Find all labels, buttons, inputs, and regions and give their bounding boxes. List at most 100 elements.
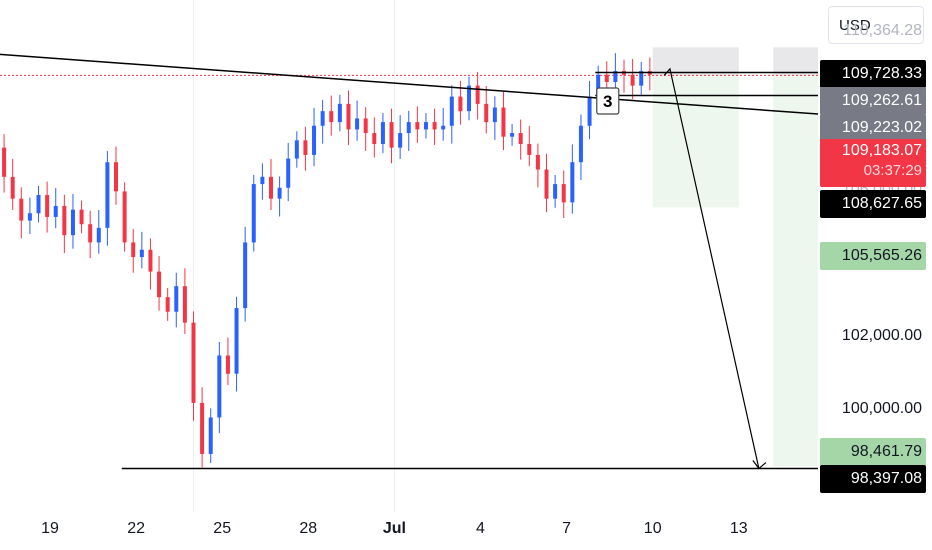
candle-body [2, 147, 7, 177]
annotation-label: 3 [603, 92, 612, 111]
time-tick-label: 19 [41, 520, 59, 537]
currency-label: USD [839, 17, 871, 34]
time-tick-label: 4 [476, 520, 485, 537]
candle-body [88, 224, 93, 243]
candle-body [10, 176, 15, 199]
badge-high: 109,728.33 [820, 60, 926, 88]
candle-body [225, 355, 230, 374]
badge-take-profit: 105,565.26 [820, 242, 926, 270]
candle-body [70, 209, 75, 236]
badge-trendline: 108,627.65 [820, 190, 926, 218]
candle-body [286, 158, 291, 188]
price-axis[interactable]: USD 110,364.28106,000.00104,000.00102,00… [818, 0, 932, 512]
candle-body [27, 213, 32, 221]
candle-body [277, 187, 282, 199]
candle-body [535, 154, 540, 170]
badge-support-text: 98,397.08 [850, 470, 922, 487]
badge-target-top: 109,262.61 [820, 87, 926, 115]
candle-body [604, 74, 609, 82]
candle-body [157, 271, 162, 298]
candle-body [372, 133, 377, 144]
badge-target-low: 98,461.79 [820, 438, 926, 466]
candle-body [114, 162, 119, 192]
price-tick-label: 102,000.00 [841, 327, 922, 345]
candle-body [544, 169, 549, 199]
candle-body [527, 143, 532, 155]
candle-body [122, 191, 127, 243]
time-tick-label: 7 [562, 520, 572, 537]
candle-body [105, 162, 110, 228]
candle-body [553, 184, 558, 199]
candle-body [268, 176, 273, 199]
candle-body [630, 74, 635, 86]
candle-body [639, 71, 644, 86]
time-tick-label: 10 [643, 520, 662, 537]
price-chart[interactable]: 3 [0, 0, 818, 512]
candle-body [208, 417, 213, 454]
candle-body [131, 242, 136, 258]
candle-body [139, 249, 144, 258]
candle-body [578, 125, 583, 163]
candle-body [36, 195, 41, 214]
candle-body [294, 140, 299, 159]
badge-target-top-text: 109,262.61 [841, 92, 922, 109]
candle-body [467, 85, 472, 112]
candle-body [251, 184, 256, 243]
candle-body [570, 162, 575, 203]
badge-target-mid-text: 109,223.02 [841, 119, 922, 136]
candle-body [561, 184, 566, 203]
badge-last-price-text: 109,183.07 [841, 142, 922, 159]
price-tick-label: 110,364.28 [843, 22, 922, 40]
candle-body [79, 209, 84, 225]
badge-trendline-text: 108,627.65 [841, 195, 922, 212]
candle-body [423, 122, 428, 130]
candle-body [363, 118, 368, 134]
candle-body [329, 111, 334, 123]
candle-body [492, 107, 497, 123]
candle-body [243, 242, 248, 309]
annotation-box [596, 87, 620, 115]
candle-body [337, 103, 342, 123]
badge-high-text: 109,728.33 [841, 65, 922, 82]
projection-arrowhead [752, 460, 767, 470]
badge-take-profit-text: 105,565.26 [841, 247, 922, 264]
candle-body [587, 96, 592, 126]
candle-body [398, 133, 403, 148]
badge-target-mid: 109,223.02 [820, 114, 926, 142]
candle-body [389, 122, 394, 148]
candle-body [596, 74, 601, 97]
projection-path [663, 67, 760, 469]
time-tick-label: 25 [213, 520, 232, 537]
candle-body [303, 140, 308, 155]
candle-body [148, 249, 153, 272]
candle-body [346, 103, 351, 130]
profit-zone-2 [773, 75, 818, 467]
candle-body [217, 355, 222, 418]
short-zone-2 [773, 47, 818, 76]
candle-body [458, 96, 463, 112]
candle-body [53, 205, 58, 217]
candle-body [441, 125, 446, 130]
candle-body [510, 133, 515, 137]
candle-body [320, 111, 325, 126]
candle-body [45, 195, 50, 217]
short-zone-1 [652, 47, 739, 76]
candle-body [484, 103, 489, 123]
candle-body [415, 122, 420, 130]
candle-body [174, 286, 179, 312]
candle-body [191, 322, 196, 403]
candle-body [19, 198, 24, 221]
candle-body [449, 96, 454, 126]
candle-body [501, 107, 506, 137]
currency-selector[interactable]: USD [828, 6, 924, 44]
countdown-timer: 03:37:29 [863, 162, 922, 179]
badge-last-price: 109,183.07 03:37:29 [820, 139, 926, 187]
candle-body [312, 125, 317, 155]
candle-body [200, 402, 205, 454]
time-axis[interactable]: 19 22 25 28 Jul 4 7 10 13 [0, 512, 818, 550]
candle-body [182, 286, 187, 323]
chart-canvas[interactable]: 3 [0, 0, 818, 512]
candle-body [406, 122, 411, 134]
candle-body [234, 308, 239, 374]
descending-trendline [0, 53, 818, 115]
